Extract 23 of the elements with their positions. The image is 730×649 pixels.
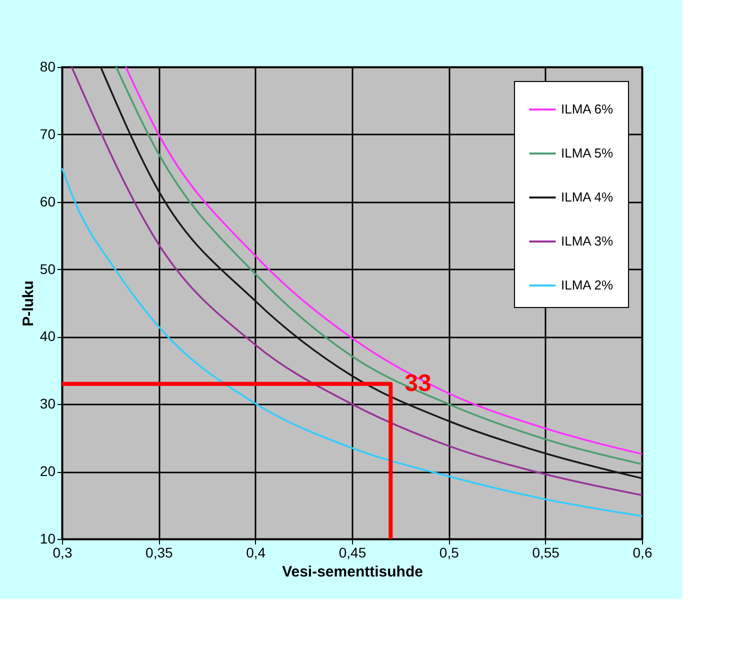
legend-label: ILMA 3% [561, 234, 614, 248]
x-tick-label: 0,45 [338, 544, 366, 560]
y-tick-label: 40 [40, 328, 56, 344]
x-tick-label: 0,3 [52, 544, 72, 560]
x-tick-label: 0,35 [146, 544, 174, 560]
x-tick-label: 0,4 [246, 544, 266, 560]
y-tick-label: 30 [40, 396, 56, 412]
x-tick-label: 0,5 [439, 544, 460, 560]
y-tick-label: 70 [40, 126, 56, 142]
legend-label: ILMA 5% [561, 146, 614, 160]
x-axis-title: Vesi-sementtisuhde [282, 564, 423, 580]
legend-label: ILMA 2% [561, 278, 614, 292]
line-series [61, 167, 643, 517]
y-tick-label: 10 [40, 530, 56, 546]
y-tick-label: 60 [40, 193, 56, 210]
x-tick-label: 0,55 [532, 544, 560, 560]
x-tick-label: 0,6 [632, 544, 652, 560]
y-tick-label: 50 [40, 260, 56, 277]
y-tick-label: 20 [40, 463, 56, 480]
legend-label: ILMA 4% [561, 190, 614, 204]
y-axis-title: P-luku [20, 280, 37, 326]
y-tick-label: 80 [40, 58, 56, 74]
legend-label: ILMA 6% [561, 102, 614, 116]
